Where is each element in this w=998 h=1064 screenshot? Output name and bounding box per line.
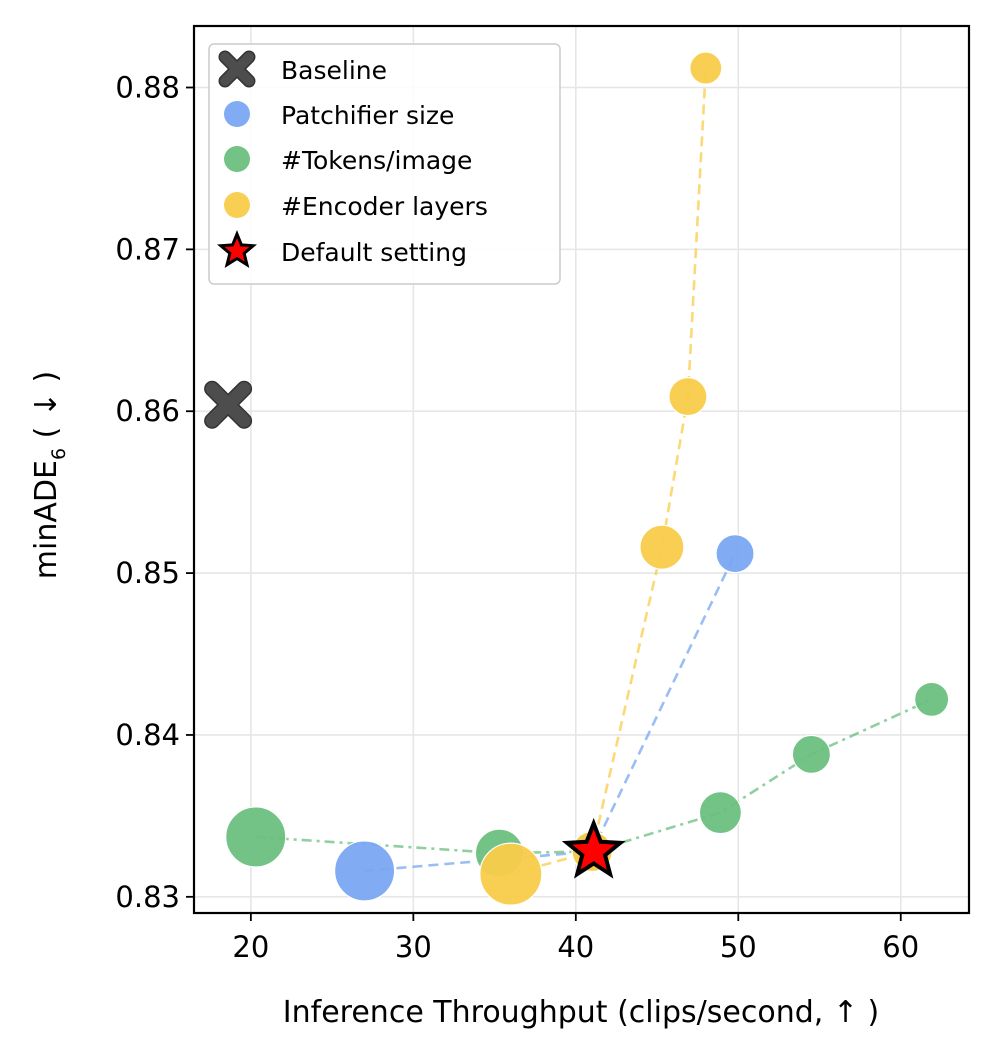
data-points bbox=[204, 51, 950, 906]
data-point-encoder-layers bbox=[479, 842, 543, 906]
x-axis-label: Inference Throughput (clips/second, ↑ ) bbox=[283, 995, 879, 1030]
legend-marker-shape-fill bbox=[220, 52, 254, 86]
legend-marker-shape bbox=[217, 229, 257, 268]
x-tick-label: 50 bbox=[720, 930, 757, 964]
data-point-tokens-image bbox=[914, 681, 950, 717]
data-point-tokens-image bbox=[225, 806, 287, 868]
axis-ticks: 20 30 40 50 60 0.83 0.84 0.85 0.86 0.87 0.88 bbox=[115, 71, 919, 964]
y-tick-label: 0.87 bbox=[115, 232, 180, 266]
data-point-baseline bbox=[204, 380, 253, 429]
data-point-encoder-layers bbox=[668, 377, 708, 417]
series-line-encoder-layers bbox=[510, 68, 708, 876]
legend-marker-default-setting bbox=[217, 229, 257, 268]
y-axis-label-subscript: 6 bbox=[48, 448, 70, 460]
legend: Baseline Patchifier size #Tokens/image #… bbox=[208, 43, 561, 285]
data-point-tokens-image bbox=[698, 791, 743, 835]
legend-marker-shape bbox=[218, 50, 256, 88]
y-axis-label-base: minADE bbox=[29, 460, 64, 579]
series-line-patchifier-size bbox=[364, 553, 737, 873]
legend-label-tokens-image: #Tokens/image bbox=[281, 146, 472, 175]
legend-marker-shape bbox=[224, 192, 250, 218]
legend-label-encoder-layers: #Encoder layers bbox=[281, 192, 488, 221]
x-tick-label: 20 bbox=[232, 930, 269, 964]
data-point-patchifier-size bbox=[333, 840, 396, 902]
legend-marker-tokens-image bbox=[224, 146, 250, 172]
x-tick-label: 60 bbox=[882, 930, 919, 964]
legend-marker-patchifier-size bbox=[224, 101, 250, 127]
legend-label-baseline: Baseline bbox=[281, 56, 387, 85]
plot-frame bbox=[192, 24, 971, 915]
series-line-tokens-image bbox=[255, 698, 933, 855]
y-tick-label: 0.85 bbox=[115, 556, 180, 590]
y-axis-label: minADE6 ( ↓ ) bbox=[29, 371, 70, 579]
legend-marker-encoder-layers bbox=[224, 192, 250, 218]
legend-box bbox=[208, 43, 561, 285]
data-point-patchifier-size bbox=[715, 534, 755, 574]
data-point-default-setting bbox=[561, 817, 626, 879]
data-point-baseline-fill bbox=[205, 382, 251, 428]
legend-marker-baseline bbox=[218, 50, 256, 88]
legend-marker-shape bbox=[224, 146, 250, 172]
y-tick-label: 0.84 bbox=[115, 718, 180, 752]
y-axis-label-suffix: ( ↓ ) bbox=[29, 371, 64, 448]
y-tick-label: 0.83 bbox=[115, 880, 180, 914]
data-point-encoder-layers bbox=[639, 524, 685, 570]
y-tick-label: 0.86 bbox=[115, 394, 180, 428]
legend-label-patchifier-size: Patchifier size bbox=[281, 101, 454, 130]
legend-marker-shape bbox=[224, 101, 250, 127]
y-tick-label: 0.88 bbox=[115, 71, 180, 105]
data-point-encoder-layers bbox=[689, 51, 723, 85]
x-tick-label: 30 bbox=[395, 930, 432, 964]
x-tick-label: 40 bbox=[557, 930, 594, 964]
data-point-tokens-image bbox=[791, 734, 832, 774]
legend-label-default-setting: Default setting bbox=[281, 238, 467, 267]
